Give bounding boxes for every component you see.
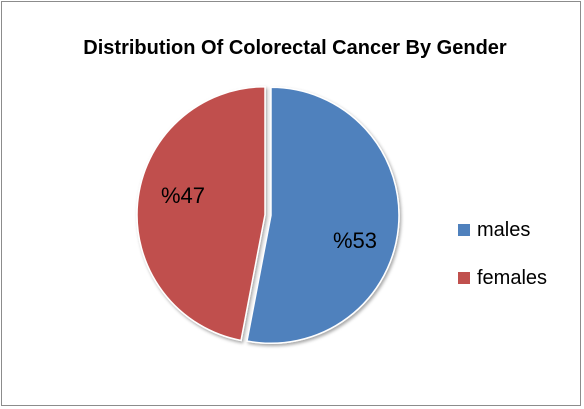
data-label-females: %47 bbox=[161, 183, 205, 208]
pie-slices bbox=[136, 85, 400, 344]
chart-legend: males females bbox=[458, 217, 547, 313]
legend-swatch-males bbox=[458, 224, 470, 236]
pie-data-labels: %53 %47 bbox=[161, 183, 377, 253]
data-label-males: %53 bbox=[333, 228, 377, 253]
legend-item-females: females bbox=[458, 265, 547, 291]
chart-title: Distribution Of Colorectal Cancer By Gen… bbox=[83, 37, 507, 59]
legend-item-males: males bbox=[458, 217, 547, 243]
pie-slice-females bbox=[136, 85, 266, 342]
legend-label-females: females bbox=[477, 266, 548, 289]
legend-label-males: males bbox=[477, 218, 531, 241]
pie-slice-males bbox=[246, 86, 400, 344]
legend-swatch-females bbox=[458, 272, 470, 284]
